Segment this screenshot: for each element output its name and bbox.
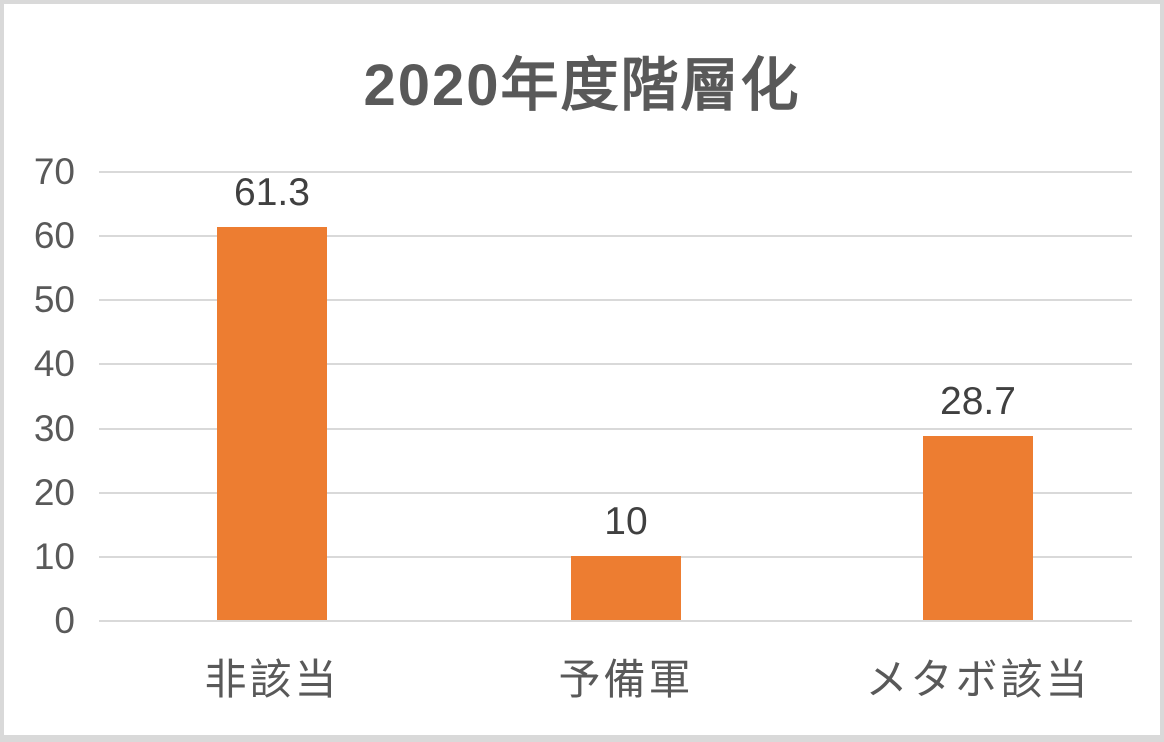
gridline — [99, 363, 1132, 366]
y-axis-tick-label: 10 — [33, 535, 75, 577]
y-axis-tick-label: 70 — [33, 151, 75, 192]
bar — [571, 555, 681, 620]
gridline — [99, 491, 1132, 494]
y-axis-tick-label: 20 — [33, 471, 75, 513]
y-axis-tick-label: 40 — [33, 343, 75, 385]
x-axis-category-label: 予備軍 — [558, 656, 694, 703]
bar — [217, 227, 327, 620]
y-axis-tick-label: 50 — [33, 279, 75, 321]
bar-data-label: 10 — [604, 499, 648, 543]
bar-data-label: 28.7 — [940, 379, 1016, 423]
x-axis-category-label: メタボ該当 — [865, 656, 1091, 703]
plot-area: 70 60 50 40 30 20 10 0 61.3 10 28.7 — [34, 151, 1132, 641]
gridline — [99, 427, 1132, 430]
gridline — [99, 235, 1132, 238]
y-axis-tick-label: 0 — [54, 600, 75, 641]
x-axis: 非該当 予備軍 メタボ該当 — [99, 646, 1132, 706]
bar-group: 61.3 — [217, 171, 327, 620]
gridline — [99, 171, 1132, 173]
chart-title: 2020年度階層化 — [363, 53, 801, 118]
axis-baseline — [99, 620, 1132, 622]
y-axis: 70 60 50 40 30 20 10 0 — [34, 151, 1132, 641]
x-axis-category-label: 非該当 — [204, 656, 340, 703]
bar-data-label: 61.3 — [234, 171, 310, 214]
y-axis-tick-label: 30 — [33, 407, 75, 449]
gridline — [99, 299, 1132, 302]
y-axis-tick-label: 60 — [33, 215, 75, 257]
bar-group: 10 — [571, 171, 681, 620]
bar — [923, 435, 1033, 620]
bar-group: 28.7 — [923, 171, 1033, 620]
